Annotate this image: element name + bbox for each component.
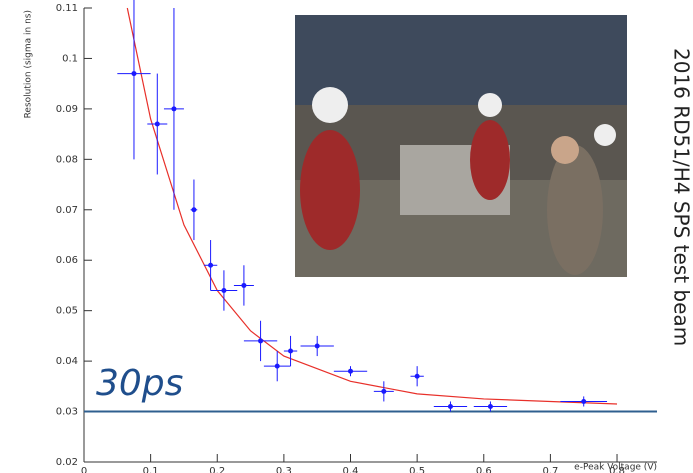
y-tick-label: 0.06 — [56, 255, 78, 266]
point — [381, 389, 386, 394]
point — [348, 369, 353, 374]
point — [155, 122, 160, 127]
point — [581, 399, 586, 404]
x-tick-label: 0 — [81, 466, 87, 473]
point — [241, 283, 246, 288]
x-axis-label: e-Peak Voltage (V) — [574, 463, 657, 473]
photo — [295, 15, 627, 277]
point — [275, 364, 280, 369]
y-tick-label: 0.04 — [56, 356, 78, 367]
y-axis-label: Resolution (sigma in ns) — [24, 10, 34, 118]
point — [221, 288, 226, 293]
chart: 0.02 0.03 0.04 0.05 0.06 0.07 0.08 0.09 0.1 0.11 0… — [0, 0, 693, 473]
annotation: 30ps — [96, 363, 183, 404]
point — [208, 263, 213, 268]
y-tick-label: 0.05 — [56, 306, 78, 317]
point — [315, 343, 320, 348]
point — [171, 106, 176, 111]
x-tick-label: 0.3 — [276, 466, 292, 473]
x-tick-label: 0.2 — [209, 466, 225, 473]
y-tick-label: 0.03 — [56, 407, 78, 418]
y-tick-label: 0.11 — [56, 3, 78, 14]
x-tick-label: 0.4 — [343, 466, 359, 473]
point — [488, 404, 493, 409]
x-tick-label: 0.7 — [542, 466, 558, 473]
y-tick-label: 0.02 — [56, 457, 78, 468]
point — [448, 404, 453, 409]
x-tick-label: 0.6 — [476, 466, 492, 473]
side-text: 2016 RD51/H4 SPS test beam — [670, 48, 693, 346]
point — [288, 349, 293, 354]
x-tick-label: 0.5 — [409, 466, 425, 473]
y-tick-label: 0.08 — [56, 154, 78, 165]
x-tick-label: 0.1 — [143, 466, 159, 473]
y-tick-label: 0.09 — [56, 104, 78, 115]
point — [191, 207, 196, 212]
point — [131, 71, 136, 76]
y-tick-label: 0.07 — [56, 205, 78, 216]
y-tick-label: 0.1 — [62, 53, 78, 64]
point — [258, 338, 263, 343]
point — [415, 374, 420, 379]
